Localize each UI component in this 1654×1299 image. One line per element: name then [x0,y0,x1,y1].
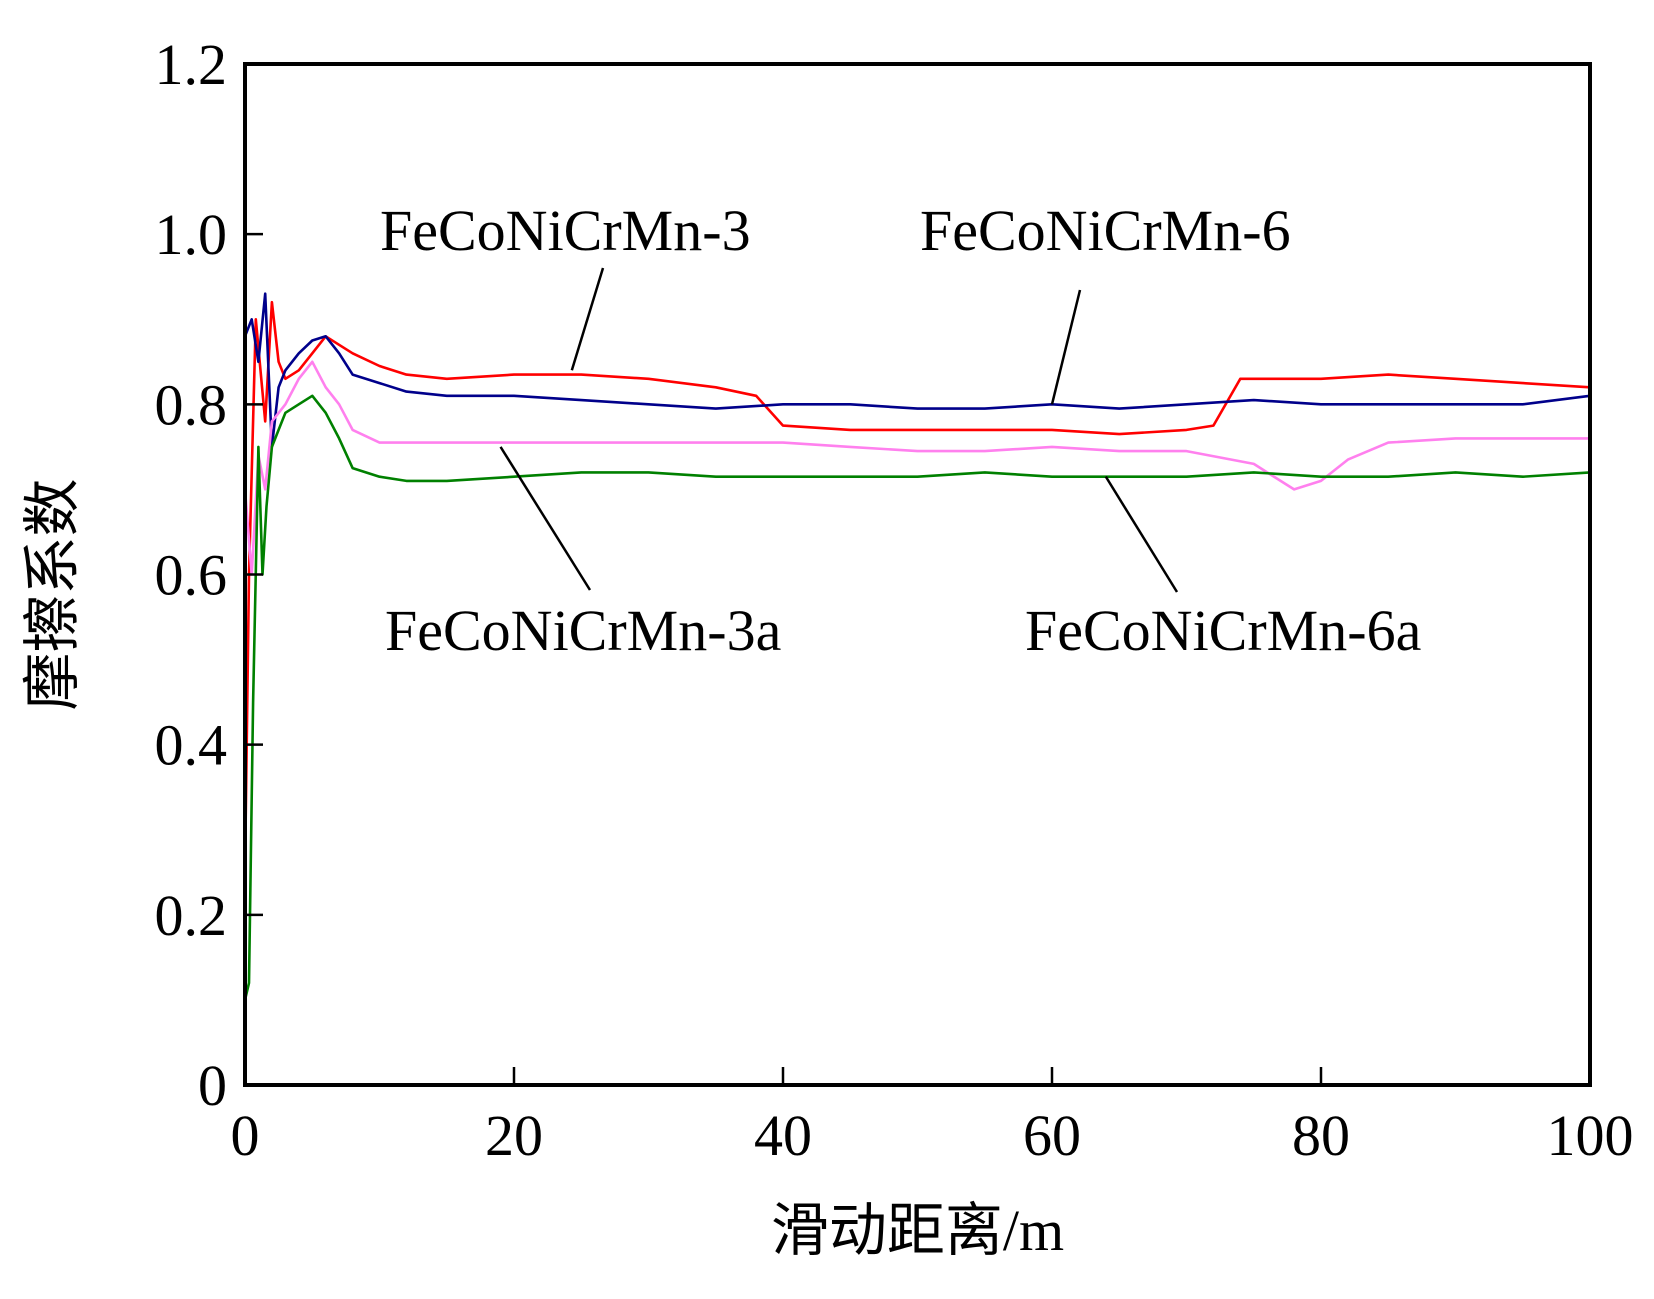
series-label-feconicrmn-3a: FeCoNiCrMn-3a [385,598,781,663]
plot-frame [243,62,1592,1087]
series-labels: FeCoNiCrMn-3 FeCoNiCrMn-6 FeCoNiCrMn-3a FeC… [380,198,1421,663]
y-tick-label: 0.6 [155,543,228,608]
y-tick-label: 0.2 [155,883,228,948]
y-axis-title: 摩擦系数 [20,478,85,710]
x-tick-label: 100 [1547,1103,1634,1168]
series-layer [243,292,1592,1002]
series-line-feconicrmn-3a [243,360,1592,576]
series-line-feconicrmn-6a [243,394,1592,1002]
x-tick-label: 20 [485,1103,543,1168]
series-label-feconicrmn-6: FeCoNiCrMn-6 [920,198,1291,263]
x-tick-label: 0 [231,1103,260,1168]
leader-lines [499,267,1179,593]
leader-line-feconicrmn-6a [1104,475,1179,593]
y-tick-label: 1.2 [155,32,228,97]
series-label-feconicrmn-3: FeCoNiCrMn-3 [380,198,751,263]
x-tick-label: 60 [1023,1103,1081,1168]
leader-line-feconicrmn-6 [1050,289,1082,405]
y-tick-label: 1.0 [155,202,228,267]
y-tick-label: 0 [198,1053,227,1118]
y-tick-label: 0.8 [155,372,228,437]
series-line-feconicrmn-6 [243,292,1592,449]
series-label-feconicrmn-6a: FeCoNiCrMn-6a [1025,598,1421,663]
leader-line-feconicrmn-3 [570,267,605,371]
x-tick-label: 80 [1292,1103,1350,1168]
x-axis-title: 滑动距离/m [771,1198,1064,1263]
y-tick-label: 0.4 [155,713,228,778]
x-tick-label: 40 [754,1103,812,1168]
leader-line-feconicrmn-3a [499,446,592,591]
axis-ticks [245,232,1323,1085]
axis-tick-labels: 0 20 40 60 80 100 0 0.2 0.4 0.6 0.8 1.0 1.2 [155,32,1634,1168]
